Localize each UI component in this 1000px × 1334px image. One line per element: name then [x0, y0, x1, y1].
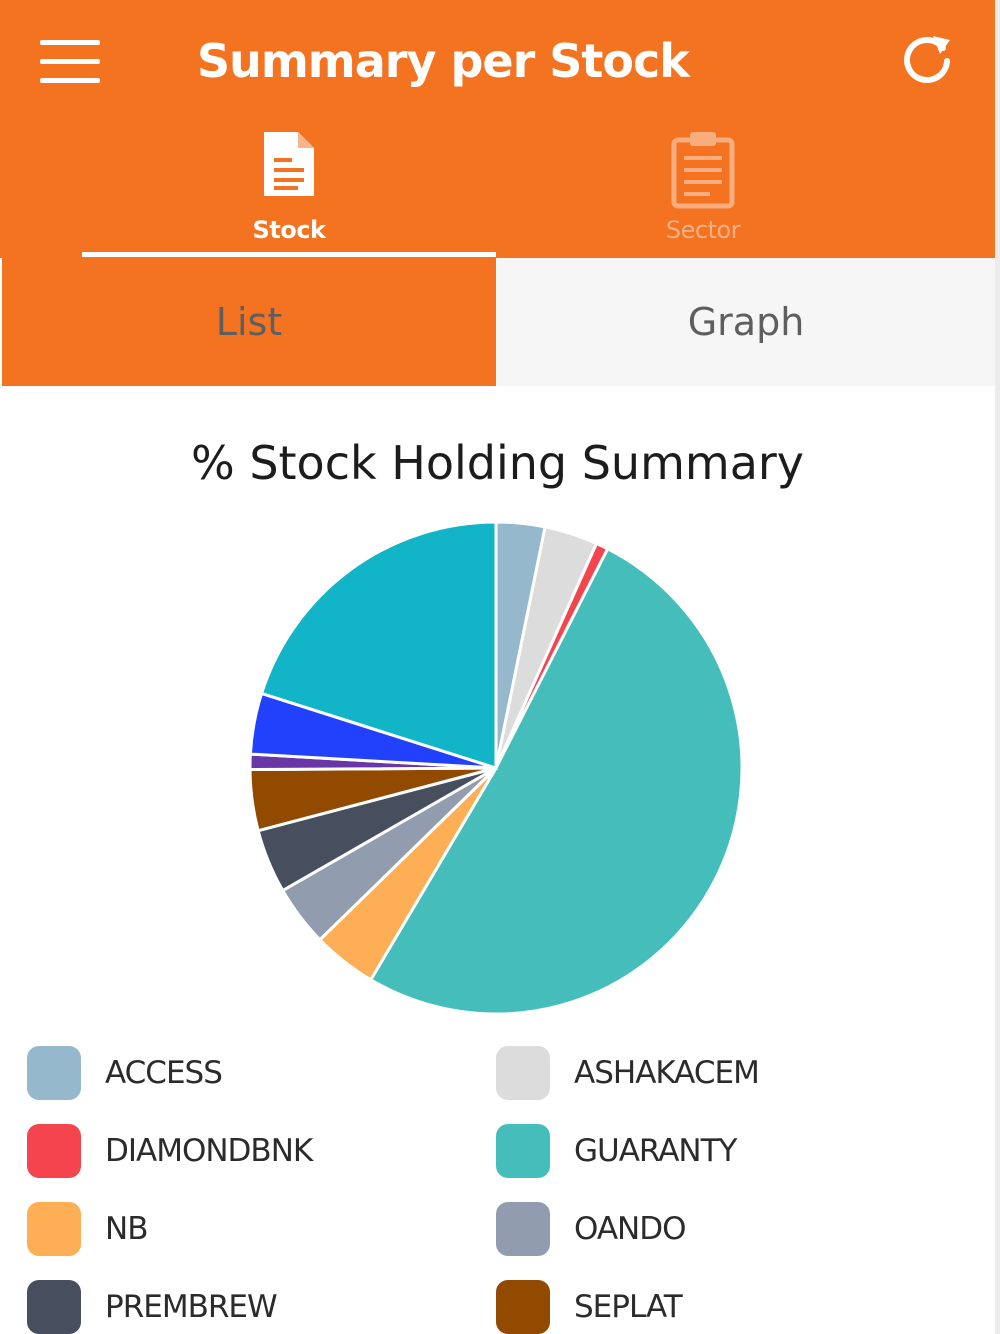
- legend-item-oando[interactable]: OANDO: [496, 1199, 916, 1259]
- legend-swatch: [496, 1124, 550, 1178]
- legend-item-diamondbnk[interactable]: DIAMONDBNK: [27, 1121, 447, 1181]
- legend-label: SEPLAT: [574, 1289, 683, 1325]
- list-view-button[interactable]: List: [2, 258, 496, 386]
- legend-label: GUARANTY: [574, 1133, 737, 1169]
- menu-button[interactable]: [40, 40, 102, 84]
- legend-label: NB: [105, 1211, 148, 1247]
- hamburger-menu-icon-line: [40, 78, 100, 83]
- legend-item-ashakacem[interactable]: ASHAKACEM: [496, 1043, 916, 1103]
- app-header: Summary per Stock Stock: [0, 0, 995, 258]
- legend-label: PREMBREW: [105, 1289, 278, 1325]
- legend-swatch: [27, 1046, 81, 1100]
- chart-title: % Stock Holding Summary: [190, 436, 805, 490]
- legend-label: DIAMONDBNK: [105, 1133, 313, 1169]
- tab-stock-label: Stock: [252, 216, 326, 244]
- legend-item-seplat[interactable]: SEPLAT: [496, 1277, 916, 1334]
- pie-slice-unlabeled-10[interactable]: [259, 520, 498, 771]
- refresh-icon: [904, 36, 950, 84]
- legend-label: ACCESS: [105, 1055, 223, 1091]
- legend-label: ASHAKACEM: [574, 1055, 760, 1091]
- legend-swatch: [27, 1280, 81, 1334]
- legend-label: OANDO: [574, 1211, 687, 1247]
- legend-swatch: [496, 1046, 550, 1100]
- active-tab-indicator: [82, 252, 496, 257]
- pie-chart: [248, 520, 744, 1016]
- pie-slice-guaranty[interactable]: [368, 546, 744, 1016]
- tab-stock[interactable]: Stock: [82, 120, 496, 256]
- legend-swatch: [496, 1202, 550, 1256]
- tab-sector-label: Sector: [665, 216, 741, 244]
- hamburger-menu-icon: [40, 40, 100, 45]
- legend-item-guaranty[interactable]: GUARANTY: [496, 1121, 916, 1181]
- legend-swatch: [27, 1124, 81, 1178]
- document-icon: [264, 132, 314, 196]
- page-title: Summary per Stock: [197, 34, 690, 88]
- graph-view-button[interactable]: Graph: [497, 258, 995, 386]
- clipboard-icon: [671, 132, 735, 209]
- screen-edge: [995, 0, 1000, 1334]
- legend-swatch: [496, 1280, 550, 1334]
- legend-swatch: [27, 1202, 81, 1256]
- legend-item-nb[interactable]: NB: [27, 1199, 447, 1259]
- hamburger-menu-icon-line: [40, 59, 100, 64]
- refresh-button[interactable]: [900, 30, 956, 86]
- legend-item-prembrew[interactable]: PREMBREW: [27, 1277, 447, 1334]
- legend-item-access[interactable]: ACCESS: [27, 1043, 447, 1103]
- tab-sector[interactable]: Sector: [496, 120, 910, 256]
